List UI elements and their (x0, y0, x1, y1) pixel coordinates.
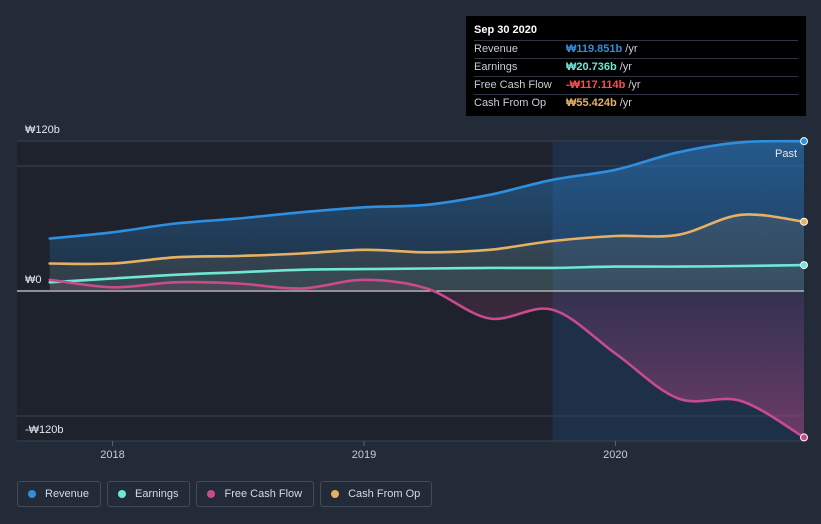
y-tick-label: -₩120b (25, 424, 64, 436)
legend-dot-icon (28, 490, 36, 498)
y-tick-label: ₩120b (25, 124, 60, 136)
tooltip-row-label: Earnings (474, 61, 518, 73)
earnings-end-point[interactable] (800, 261, 808, 270)
past-label: Past (775, 148, 797, 160)
tooltip-row-label: Free Cash Flow (474, 79, 552, 91)
tooltip-row-label: Cash From Op (474, 97, 547, 109)
free-cash-flow-area (49, 279, 804, 438)
tooltip-row: Revenue ₩119.851b/yr (474, 40, 798, 58)
tooltip-date: Sep 30 2020 (474, 24, 537, 36)
legend-item-earnings[interactable]: Earnings (107, 481, 191, 507)
x-tick-label: 2020 (603, 449, 627, 461)
x-tick-label: 2018 (100, 449, 124, 461)
y-tick-label: ₩0 (25, 274, 42, 286)
free-cash-flow-end-point[interactable] (800, 433, 808, 442)
tooltip-row-unit: /yr (619, 61, 632, 73)
cash-from-op-line (48, 213, 806, 266)
legend-item-free-cash-flow[interactable]: Free Cash Flow (196, 481, 315, 507)
tooltip-row-value: ₩119.851b (566, 43, 623, 55)
tooltip-row: Earnings ₩20.736b/yr (474, 58, 798, 76)
data-tooltip: Sep 30 2020 Revenue ₩119.851b/yr Earnings ₩… (466, 16, 806, 116)
legend-label: Cash From Op (348, 488, 421, 500)
revenue-area (49, 141, 804, 291)
earnings-line (48, 263, 806, 284)
tooltip-row-unit: /yr (625, 43, 638, 55)
cash-from-op-end-point[interactable] (800, 217, 808, 226)
tooltip-row-value: ₩20.736b (566, 61, 617, 73)
tooltip-row-label: Revenue (474, 43, 519, 55)
legend-label: Free Cash Flow (224, 488, 303, 500)
free-cash-flow-line (48, 278, 806, 439)
tooltip-row: Free Cash Flow -₩117.114b/yr (474, 76, 798, 94)
tooltip-row-value: ₩55.424b (566, 97, 617, 109)
legend-dot-icon (118, 490, 127, 498)
legend-item-revenue[interactable]: Revenue (17, 481, 102, 507)
legend-item-cash-from-op[interactable]: Cash From Op (320, 481, 433, 507)
revenue-line (48, 139, 806, 240)
legend-dot-icon (331, 490, 340, 498)
tooltip-row-unit: /yr (619, 97, 632, 109)
x-tick-label: 2019 (352, 449, 376, 461)
tooltip-row-unit: /yr (628, 79, 641, 91)
chart-legend: Revenue Earnings Free Cash Flow Cash From O… (17, 481, 433, 507)
revenue-end-point[interactable] (800, 137, 808, 146)
legend-label: Revenue (45, 488, 90, 500)
legend-dot-icon (207, 490, 216, 498)
tooltip-row: Cash From Op ₩55.424b/yr (474, 94, 798, 112)
legend-label: Earnings (135, 488, 179, 500)
tooltip-row-value: -₩117.114b (566, 79, 626, 91)
